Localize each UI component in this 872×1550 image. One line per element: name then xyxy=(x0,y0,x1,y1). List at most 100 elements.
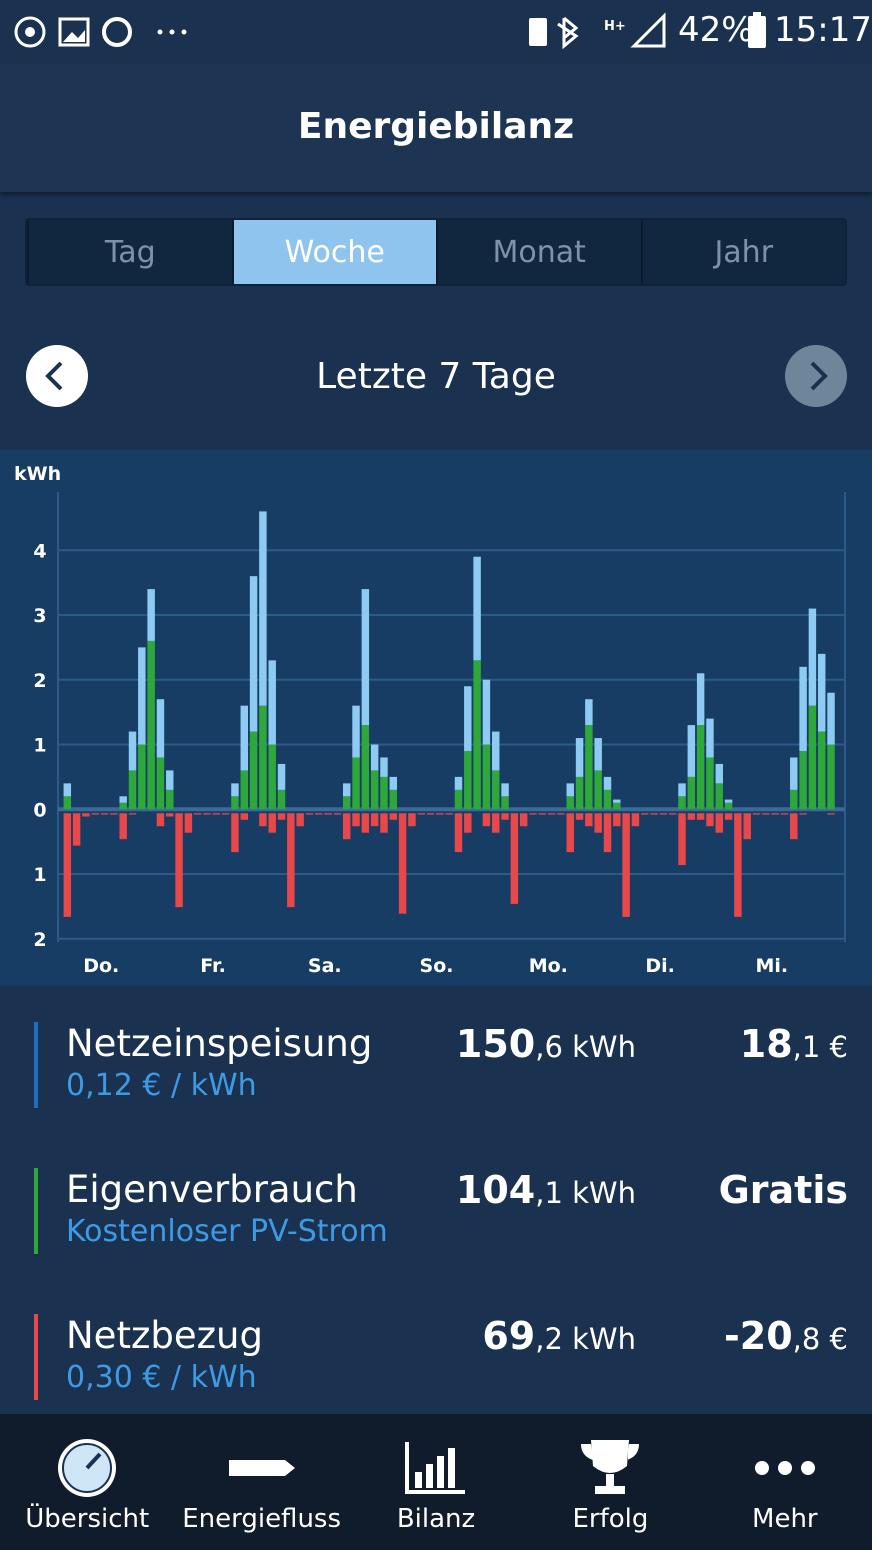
prev-button[interactable] xyxy=(26,345,88,407)
bar xyxy=(305,813,314,815)
bar xyxy=(389,813,398,820)
bar xyxy=(687,776,696,810)
nav-label: Erfolg xyxy=(572,1504,649,1534)
bar xyxy=(128,770,137,810)
nav-item[interactable]: Bilanz xyxy=(349,1414,523,1550)
bar xyxy=(370,744,379,771)
bar xyxy=(827,744,835,810)
bar xyxy=(585,813,593,827)
header: Energiebilanz xyxy=(0,64,872,192)
x-tick-label: So. xyxy=(420,955,454,977)
bar xyxy=(119,802,127,810)
bar xyxy=(631,813,640,827)
tab[interactable]: Tag xyxy=(27,220,232,284)
chart: kWh 2 1 0 1 2 3 4 Do. Fr. Sa. So. Mo. Di. Mi. xyxy=(14,463,846,977)
status-bar: H+ 42% 15:17 xyxy=(0,0,872,64)
bar xyxy=(790,813,798,840)
bar xyxy=(752,813,761,815)
bar xyxy=(762,813,770,815)
bar xyxy=(249,576,258,732)
bar xyxy=(175,813,183,908)
bar xyxy=(426,813,435,815)
tab[interactable]: Monat xyxy=(436,220,641,284)
bar xyxy=(147,589,155,641)
bar xyxy=(594,738,602,771)
energy-rest: ,6 kWh xyxy=(535,1030,636,1064)
x-tick-label: Mi. xyxy=(756,955,789,977)
row-subtitle: 0,30 € / kWh xyxy=(66,1360,257,1395)
nav-item[interactable]: Energiefluss xyxy=(174,1414,348,1550)
battery-icon xyxy=(748,12,766,48)
bar xyxy=(734,813,742,917)
bar xyxy=(454,813,463,853)
bar xyxy=(100,813,109,815)
bar xyxy=(715,783,723,810)
bar xyxy=(696,725,705,810)
bar xyxy=(287,813,295,908)
bar xyxy=(799,666,807,751)
bar xyxy=(724,799,733,803)
bar xyxy=(613,799,621,803)
bar xyxy=(380,813,388,833)
bar xyxy=(603,813,612,853)
nav-item[interactable]: Übersicht xyxy=(0,1414,174,1550)
x-tick-label: Do. xyxy=(83,955,119,977)
bar xyxy=(641,813,649,815)
bar xyxy=(501,796,509,810)
next-button[interactable] xyxy=(785,345,847,407)
nav-item[interactable]: Erfolg xyxy=(523,1414,697,1550)
energy-int: 69 xyxy=(482,1314,536,1358)
nav-item[interactable]: Mehr xyxy=(698,1414,872,1550)
tab-active[interactable]: Woche xyxy=(231,220,436,284)
bar xyxy=(492,770,500,810)
bottom-nav: Übersicht Energiefluss Bilanz Erfolg Meh… xyxy=(0,1414,872,1550)
row-color-bar xyxy=(34,1314,38,1400)
bar xyxy=(147,640,155,810)
bar xyxy=(342,783,351,797)
nav-label: Übersicht xyxy=(25,1504,150,1534)
money-int: 18 xyxy=(739,1022,793,1066)
bar xyxy=(240,813,248,820)
y-tick-label: 2 xyxy=(33,929,46,951)
bar xyxy=(156,757,165,810)
bar xyxy=(342,813,351,840)
bar xyxy=(594,813,602,833)
bar xyxy=(277,813,286,820)
bar xyxy=(715,813,723,833)
bar xyxy=(817,653,826,732)
bar xyxy=(352,705,360,758)
bar xyxy=(128,813,137,815)
bar xyxy=(324,813,332,815)
bar xyxy=(668,813,677,815)
bar xyxy=(799,813,807,815)
bar xyxy=(166,770,174,790)
bar xyxy=(380,757,388,777)
money-rest: ,1 € xyxy=(792,1030,848,1064)
bar xyxy=(501,783,509,797)
bar xyxy=(138,744,146,810)
energy-rest: ,1 kWh xyxy=(535,1176,636,1210)
bar xyxy=(268,744,276,810)
bar xyxy=(389,776,398,790)
bar xyxy=(277,763,286,790)
bar xyxy=(231,783,239,797)
bar xyxy=(315,813,323,815)
bar xyxy=(473,660,481,810)
bar xyxy=(138,647,146,745)
bar xyxy=(594,770,602,810)
bar xyxy=(221,813,230,815)
bar xyxy=(436,813,444,815)
bar xyxy=(296,813,304,827)
bar xyxy=(808,705,817,810)
svg-text:H+: H+ xyxy=(604,19,626,34)
bar xyxy=(119,796,127,803)
row-subtitle: 0,12 € / kWh xyxy=(66,1068,257,1103)
y-tick-label: 3 xyxy=(33,605,46,627)
bar xyxy=(799,750,807,810)
summary-row: Netzbezug 0,30 € / kWh 69,2 kWh -20,8 € xyxy=(0,1314,872,1424)
bar xyxy=(361,725,370,810)
tab[interactable]: Jahr xyxy=(640,220,845,284)
bar xyxy=(63,783,72,797)
bar xyxy=(743,813,751,840)
bar xyxy=(72,813,81,846)
